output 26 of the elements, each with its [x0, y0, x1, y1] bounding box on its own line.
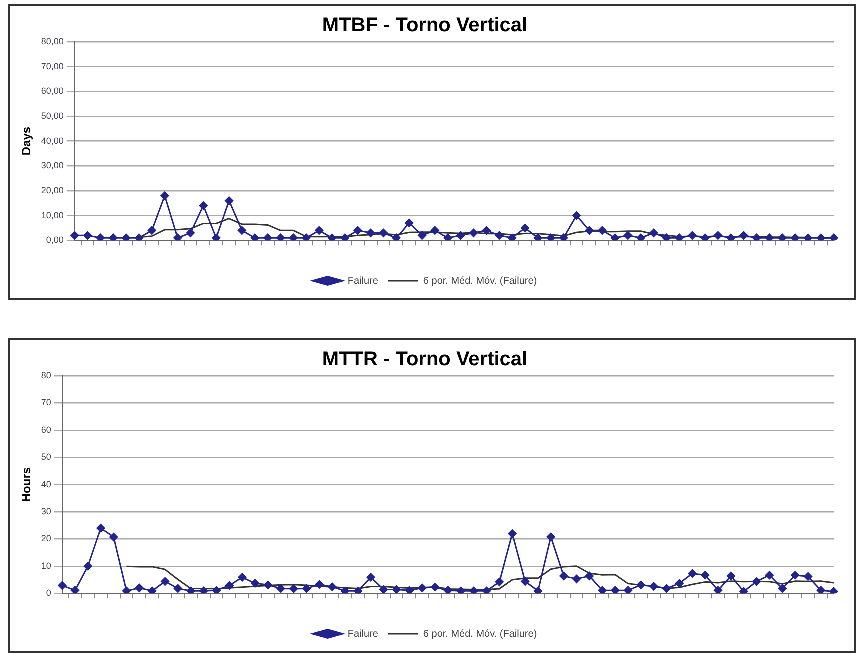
y-tick-label: 30 — [41, 506, 52, 516]
legend-label: 6 por. Méd. Móv. (Failure) — [423, 628, 538, 640]
chart-title: MTTR - Torno Vertical — [322, 348, 528, 371]
y-tick-label: 10,00 — [41, 210, 64, 220]
y-tick-label: 40 — [41, 479, 52, 490]
y-axis-title: Hours — [20, 467, 34, 502]
y-tick-label: 0,00 — [46, 235, 64, 246]
y-tick-label: 0 — [46, 588, 52, 598]
y-tick-label: 20 — [41, 534, 52, 544]
y-tick-label: 20,00 — [41, 185, 64, 196]
y-tick-label: 80 — [41, 370, 52, 380]
legend-label: Failure — [348, 628, 379, 640]
y-tick-label: 30,00 — [41, 160, 64, 171]
y-axis-title: Days — [20, 126, 34, 156]
legend-label: 6 por. Méd. Móv. (Failure) — [423, 276, 538, 287]
legend-label: Failure — [348, 276, 379, 287]
y-tick-label: 60,00 — [41, 86, 64, 96]
chart-title: MTBF - Torno Vertical — [322, 14, 528, 37]
y-tick-label: 80,00 — [41, 36, 64, 46]
y-tick-label: 40,00 — [41, 136, 64, 146]
y-tick-label: 70 — [41, 398, 52, 408]
y-tick-label: 50,00 — [41, 110, 64, 121]
y-tick-label: 50 — [41, 452, 52, 462]
y-tick-label: 60 — [41, 424, 52, 435]
y-tick-label: 10 — [41, 560, 52, 571]
y-tick-label: 70,00 — [41, 61, 64, 72]
